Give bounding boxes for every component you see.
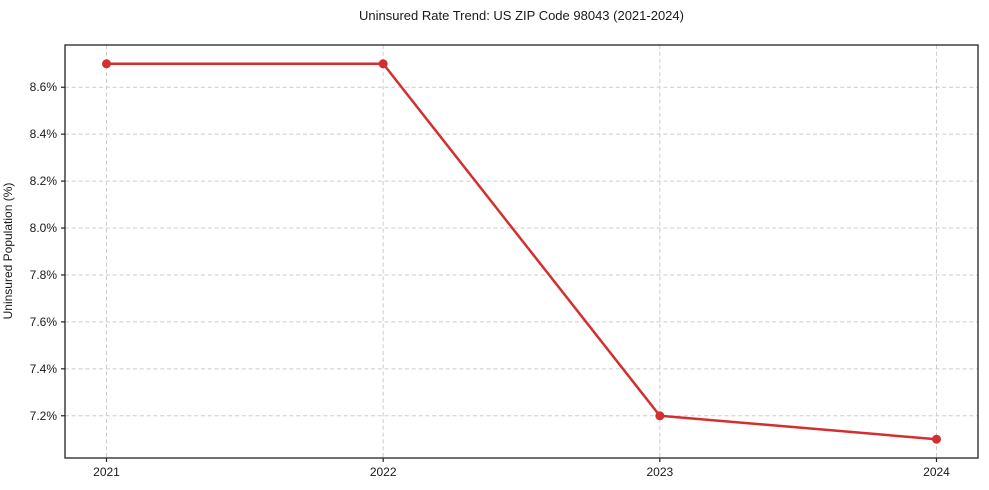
x-tick-label: 2021 bbox=[93, 465, 120, 479]
y-tick-label: 8.6% bbox=[30, 80, 58, 94]
chart-title: Uninsured Rate Trend: US ZIP Code 98043 … bbox=[359, 8, 684, 23]
y-tick-label: 7.4% bbox=[30, 362, 58, 376]
y-tick-label: 7.2% bbox=[30, 409, 58, 423]
y-tick-label: 8.0% bbox=[30, 221, 58, 235]
x-tick-label: 2022 bbox=[370, 465, 397, 479]
trend-line bbox=[105, 62, 938, 441]
y-tick-label: 8.2% bbox=[30, 174, 58, 188]
x-tick-label: 2023 bbox=[646, 465, 673, 479]
data-point-marker bbox=[378, 59, 388, 69]
plot-frame bbox=[64, 44, 979, 459]
data-point-marker bbox=[102, 59, 111, 69]
x-tick-label: 2024 bbox=[923, 465, 950, 479]
data-point-marker bbox=[655, 411, 665, 421]
y-tick-label: 7.6% bbox=[30, 315, 58, 329]
y-tick-label: 8.4% bbox=[30, 127, 58, 141]
y-axis-label: Uninsured Population (%) bbox=[1, 182, 15, 320]
y-tick-label: 7.8% bbox=[30, 268, 58, 282]
data-point-marker bbox=[932, 434, 941, 444]
